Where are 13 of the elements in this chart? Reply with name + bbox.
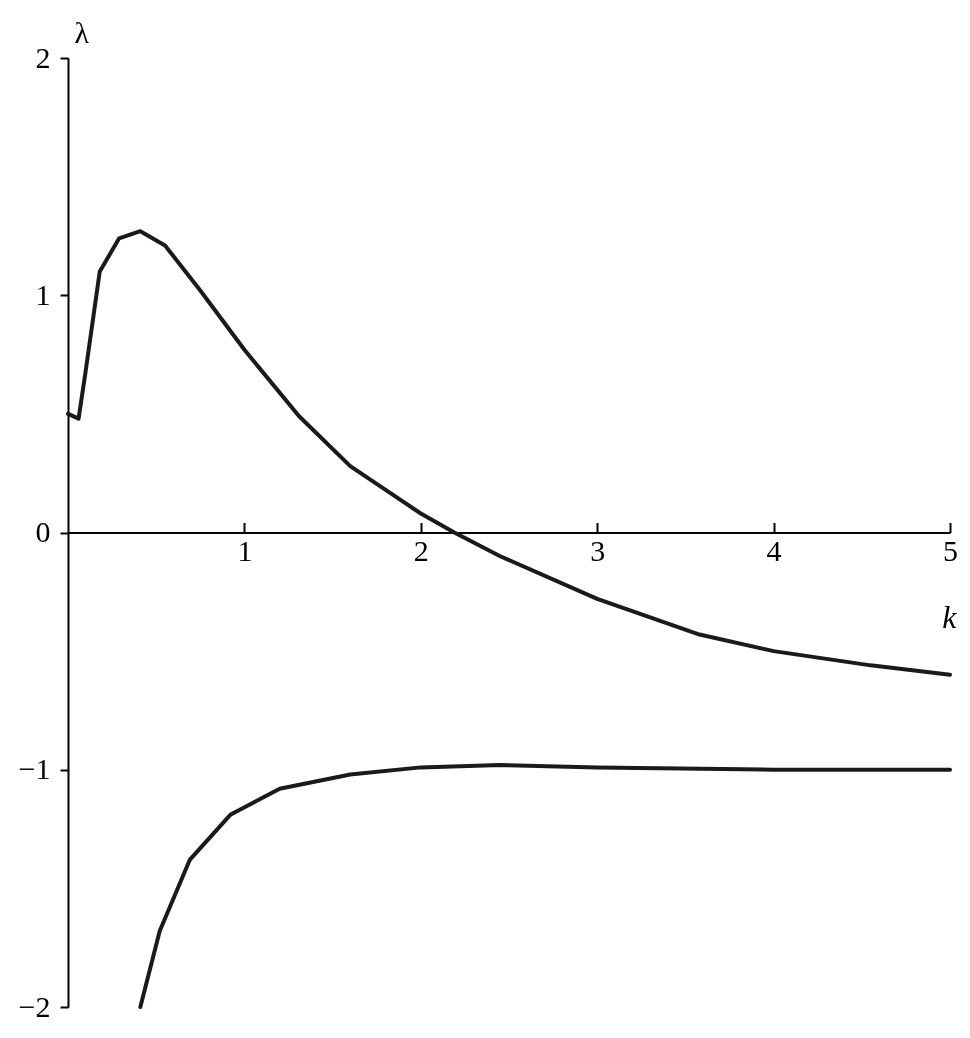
line-series <box>138 763 952 1009</box>
y-tick-label: 2 <box>35 40 51 74</box>
y-tick-label: 0 <box>35 515 51 548</box>
x-tick-label: 3 <box>590 534 606 567</box>
x-tick-label: 4 <box>766 534 782 567</box>
y-tick-label: −2 <box>18 989 51 1023</box>
x-axis-title: k <box>942 599 958 635</box>
y-axis-title: λ <box>74 15 90 49</box>
x-tick-label: 2 <box>413 534 429 567</box>
x-tick-label: 1 <box>237 534 253 567</box>
y-tick-label: −1 <box>18 752 51 786</box>
y-tick-label: 1 <box>35 277 51 311</box>
x-tick-label: 5 <box>943 534 958 567</box>
